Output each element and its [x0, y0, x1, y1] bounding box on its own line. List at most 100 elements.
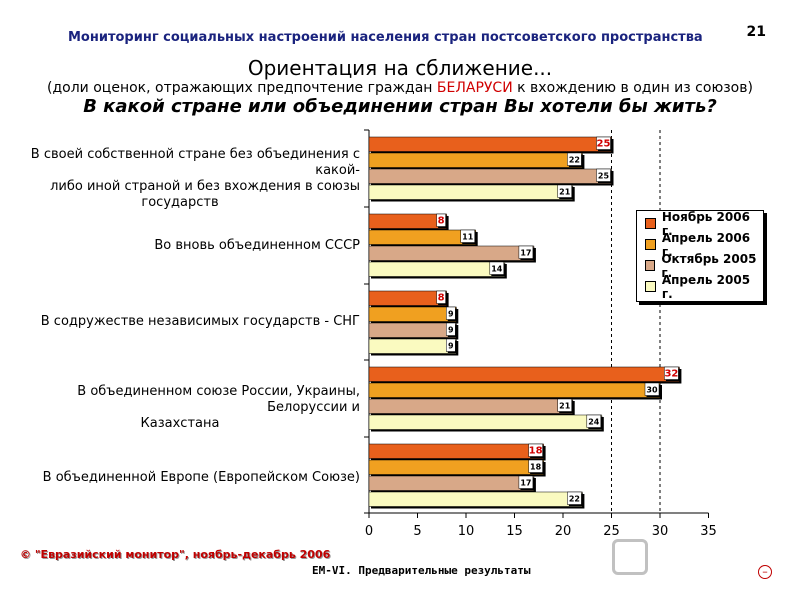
x-tick-label: 20: [555, 524, 572, 539]
data-label: 8: [438, 216, 445, 227]
bar: [368, 443, 544, 459]
bar: [368, 229, 476, 245]
subtitle-country: БЕЛАРУСИ: [436, 80, 513, 96]
bar: [368, 366, 680, 382]
bar: [368, 414, 603, 430]
data-label: 17: [520, 249, 531, 258]
category-label-line: государств: [141, 195, 219, 210]
watermark-icon: [612, 539, 648, 575]
legend-label: Ноябрь 2006 г.: [661, 209, 750, 238]
data-label-box: [446, 322, 456, 336]
copyright-text: © "Евразийский монитор", ноябрь-декабрь …: [20, 548, 331, 561]
data-label-box: [446, 338, 456, 352]
category-label: В своей собственной стране без объединен…: [0, 147, 360, 211]
watermark-logo: [612, 535, 762, 579]
bar: [368, 290, 447, 306]
legend-label: Апрель 2005 г.: [661, 272, 751, 301]
category-label-line: Казахстана: [140, 416, 220, 431]
data-label: 25: [598, 172, 610, 181]
data-label-box: [567, 152, 582, 166]
data-label-box: [528, 443, 543, 457]
data-label: 11: [462, 233, 474, 242]
footer-note: ЕМ-VI. Предварительные результаты: [312, 564, 531, 577]
legend-entry: Апрель 2005 г.: [645, 273, 763, 301]
data-label-box: [489, 261, 505, 275]
legend-swatch: [645, 239, 656, 250]
x-tick-label: 0: [365, 524, 373, 539]
data-label: 21: [559, 402, 571, 411]
x-tick-label: 5: [413, 524, 421, 539]
data-label: 9: [448, 310, 454, 319]
legend-entry: Апрель 2006 г.: [645, 231, 763, 259]
data-label-box: [596, 136, 611, 150]
legend-swatch: [645, 218, 656, 229]
subtitle-text-before: (доли оценок, отражающих предпочтение гр…: [47, 80, 437, 96]
data-label-box: [518, 475, 534, 489]
bar: [368, 306, 457, 322]
category-label-line: В объединенном союзе России, Украины, Бе…: [77, 384, 360, 415]
data-label-box: [664, 366, 679, 380]
data-label-box: [518, 245, 534, 259]
bar: [368, 322, 457, 338]
legend-swatch: [645, 260, 656, 271]
legend-label: Октябрь 2005 г.: [661, 251, 757, 280]
data-label: 9: [448, 326, 454, 335]
bar: [368, 136, 612, 152]
bar: [368, 459, 544, 475]
data-label: 9: [448, 342, 454, 351]
category-label: В содружестве независимых государств - С…: [41, 314, 360, 330]
data-label: 25: [597, 139, 611, 150]
data-label: 18: [530, 463, 542, 472]
data-label: 8: [438, 293, 445, 304]
category-label-line: В объединенной Европе (Европейском Союзе…: [42, 470, 360, 485]
x-tick-label: 25: [603, 524, 620, 539]
x-tick-label: 10: [458, 524, 475, 539]
slide-subtitle: (доли оценок, отражающих предпочтение гр…: [0, 80, 800, 96]
data-label-box: [644, 382, 660, 396]
data-label-box: [446, 306, 456, 320]
category-label-line: В своей собственной стране без объединен…: [30, 147, 360, 178]
slide-title: Ориентация на сближение...: [247, 56, 553, 80]
bar: [368, 261, 506, 277]
data-label: 18: [529, 446, 543, 457]
x-tick-label: 15: [506, 524, 523, 539]
category-label-line: В содружестве независимых государств - С…: [40, 314, 360, 329]
bar: [368, 398, 573, 414]
legend-items: Ноябрь 2006 г. Апрель 2006 г. Октябрь 2005…: [645, 210, 763, 301]
category-label: Во вновь объединенном СССР: [154, 238, 360, 254]
data-label: 24: [588, 418, 600, 427]
bar: [368, 213, 447, 229]
x-tick-label: 35: [700, 524, 717, 539]
subtitle-text-after: к вхождению в один из союзов): [512, 80, 753, 96]
survey-question: В какой стране или объединении стран Вы …: [83, 96, 717, 117]
category-label: В объединенном союзе России, Украины, Бе…: [0, 384, 360, 432]
data-label: 32: [664, 369, 678, 380]
legend-entry: Ноябрь 2006 г.: [645, 210, 763, 238]
data-label-box: [557, 184, 572, 198]
bar: [368, 382, 661, 398]
data-label-box: [528, 459, 543, 473]
bar: [368, 184, 573, 200]
navigation-icon[interactable]: –: [758, 565, 772, 579]
page-number: 21: [746, 24, 766, 40]
bar: [368, 245, 535, 261]
bar: [368, 338, 457, 354]
chart-legend: Ноябрь 2006 г. Апрель 2006 г. Октябрь 2005…: [636, 210, 764, 302]
bar: [368, 168, 612, 184]
category-label-line: Во вновь объединенном СССР: [154, 238, 360, 253]
data-label-box: [557, 398, 572, 412]
legend-entry: Октябрь 2005 г.: [645, 252, 763, 280]
data-label: 14: [491, 265, 503, 274]
data-label: 22: [569, 156, 580, 165]
bar: [368, 475, 535, 491]
data-label-box: [586, 414, 602, 428]
bar: [368, 491, 583, 507]
category-label-line: либо иной страной и без вхождения в союз…: [50, 179, 360, 194]
report-header: Мониторинг социальных настроений населен…: [68, 30, 703, 45]
legend-swatch: [645, 281, 656, 292]
data-label-box: [436, 213, 446, 227]
x-tick-label: 30: [652, 524, 669, 539]
data-label: 21: [559, 188, 571, 197]
legend-label: Апрель 2006 г.: [661, 230, 751, 259]
